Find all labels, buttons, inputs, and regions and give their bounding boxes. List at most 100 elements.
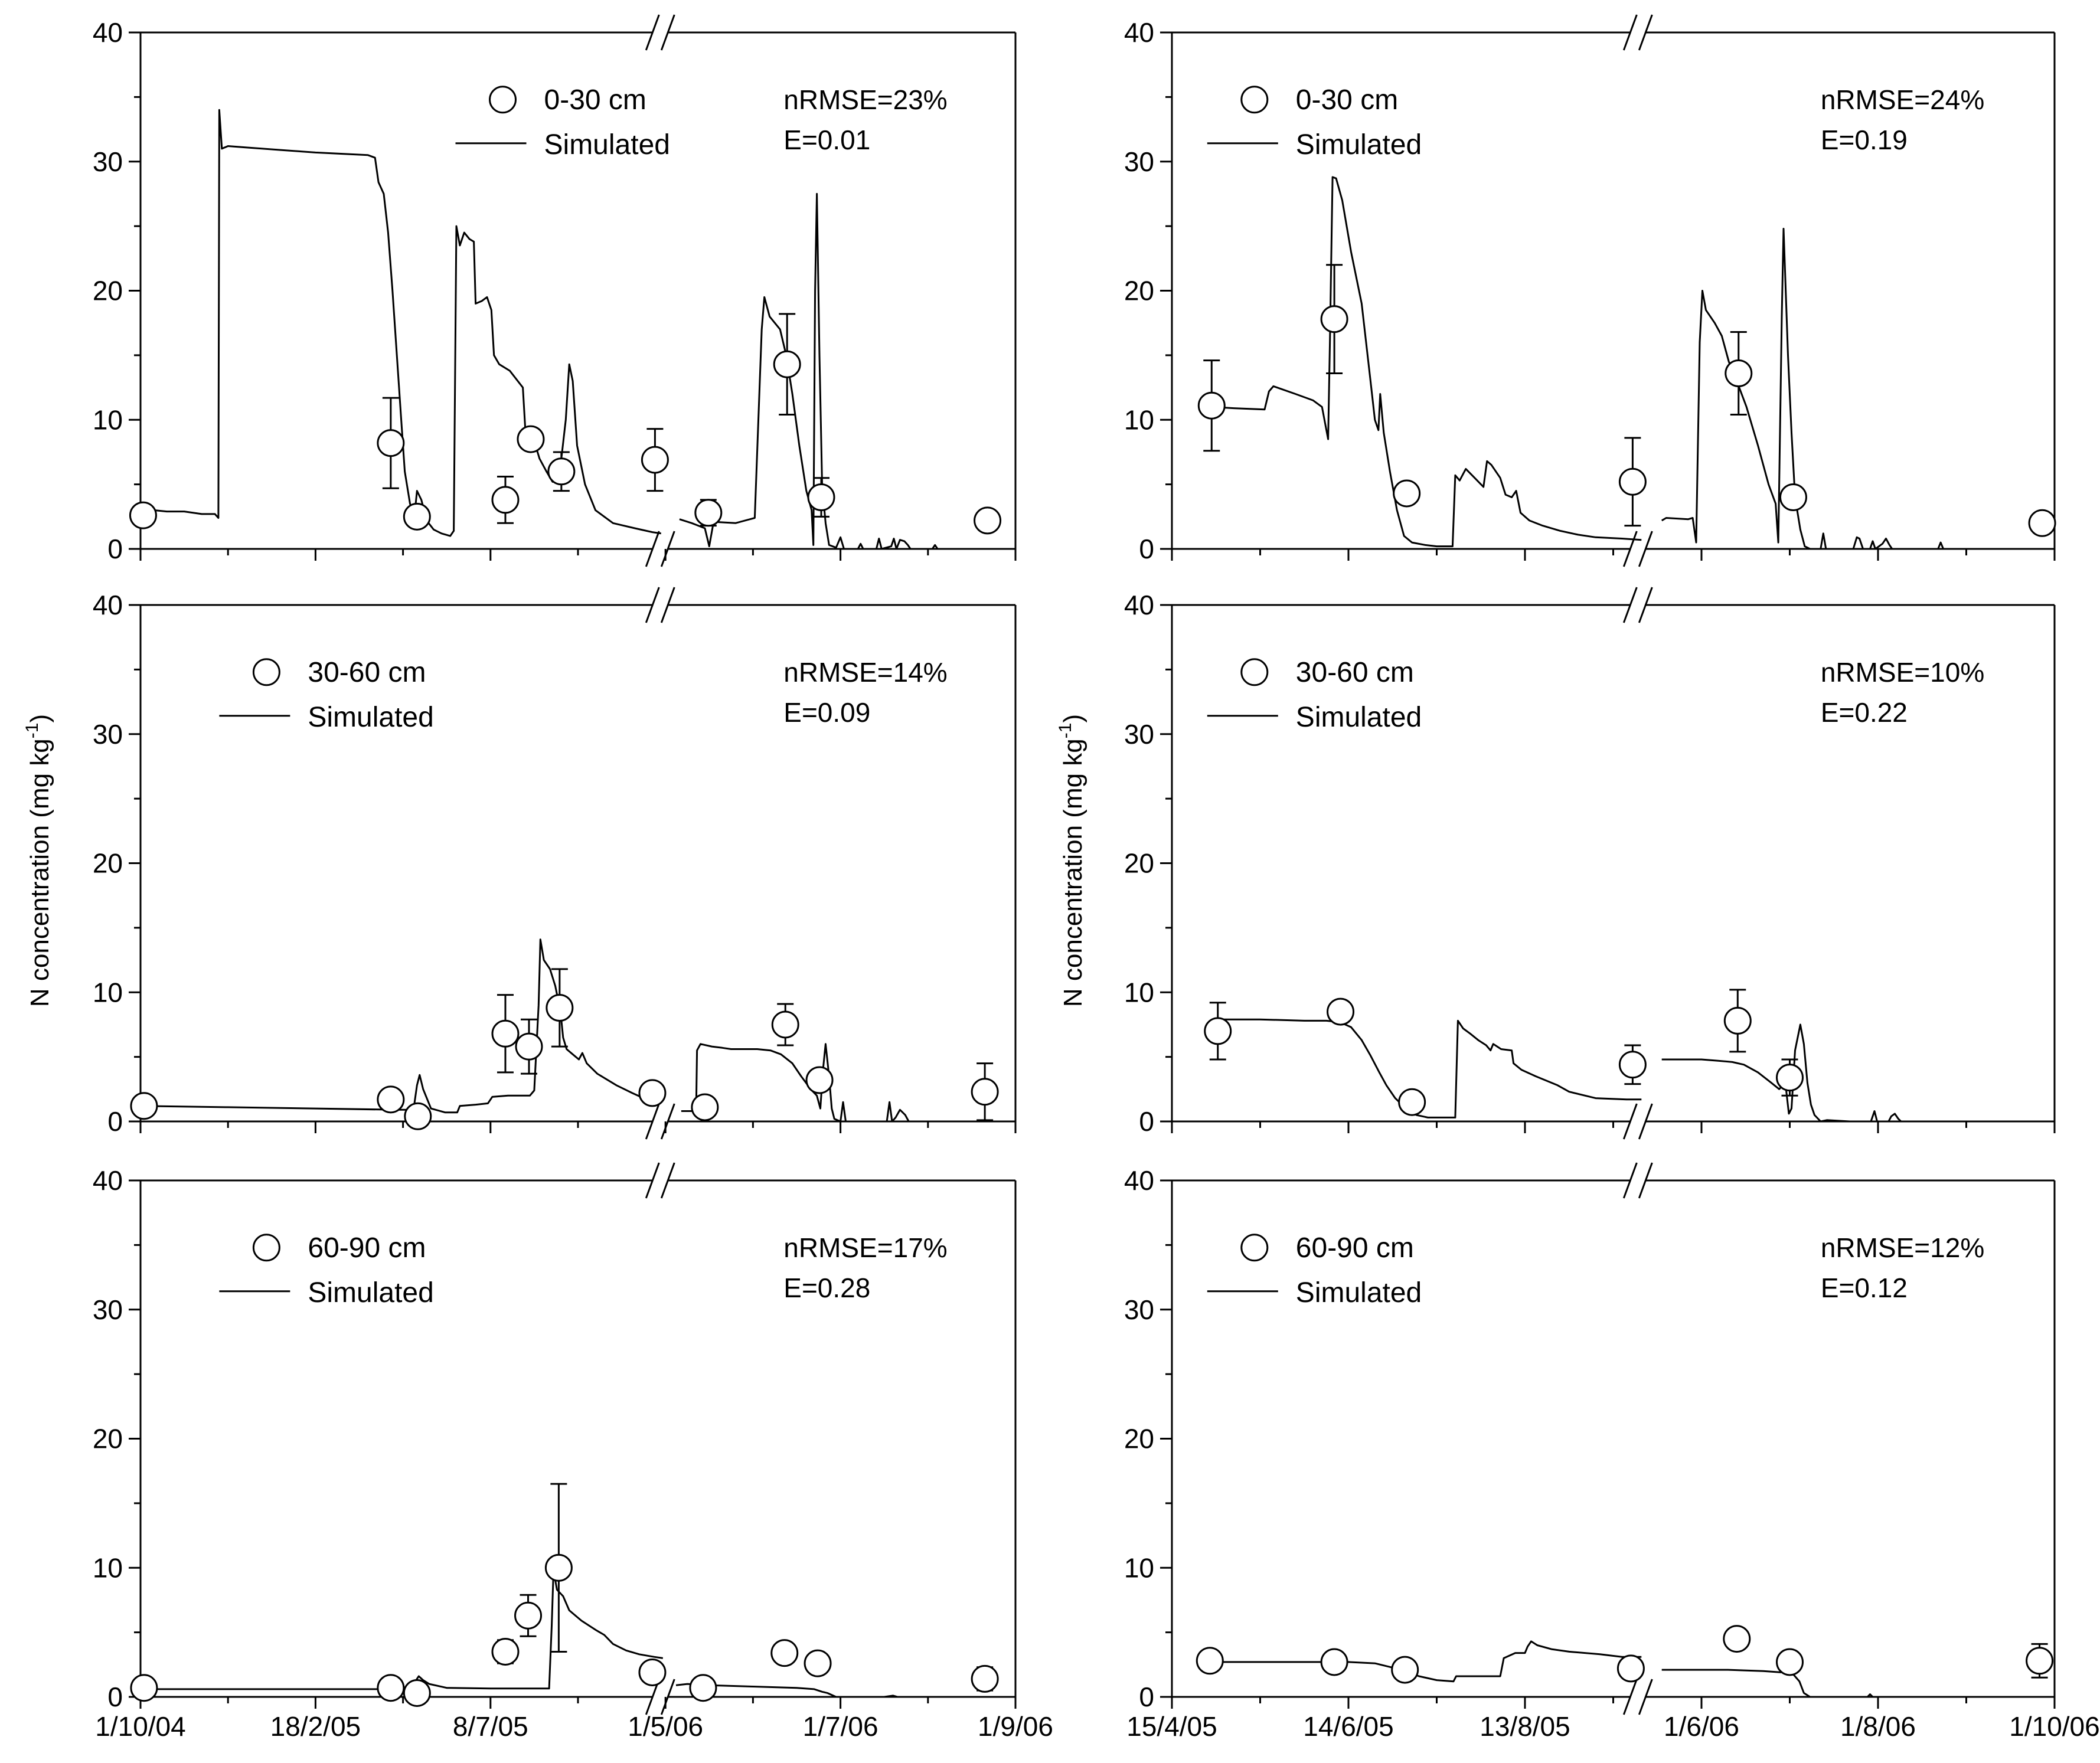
observed-point — [1393, 479, 1421, 508]
observed-point — [544, 1553, 573, 1582]
legend-observed: 0-30 cm — [1296, 84, 1398, 116]
y-tick-label: 10 — [1124, 977, 1154, 1008]
y-tick-label: 30 — [1124, 146, 1154, 177]
y-tick-label: 40 — [93, 590, 123, 620]
observed-point — [638, 1079, 667, 1107]
y-tick-label: 20 — [1124, 1424, 1154, 1454]
observed-point — [971, 1664, 999, 1693]
observed-point — [377, 429, 405, 457]
y-tick-label: 30 — [93, 146, 123, 177]
x-tick-label: 13/8/05 — [1480, 1711, 1570, 1742]
y-tick-label: 10 — [93, 1552, 123, 1583]
observed-point — [547, 457, 576, 486]
observed-point — [403, 1679, 431, 1707]
observed-point — [974, 506, 1002, 535]
y-tick-label: 10 — [1124, 1552, 1154, 1583]
observed-point — [641, 446, 669, 474]
axis-break-mark — [1638, 1103, 1653, 1140]
legend-marker — [1240, 1234, 1269, 1262]
y-tick-label: 20 — [1124, 276, 1154, 306]
simulated-line — [143, 938, 664, 1114]
y-tick-label: 40 — [1124, 17, 1154, 48]
x-tick-label: 15/4/05 — [1126, 1711, 1217, 1742]
observed-point — [2026, 1647, 2054, 1675]
observed-point — [971, 1078, 999, 1106]
x-tick-label: 1/10/04 — [95, 1711, 185, 1742]
axis-break-mark — [1622, 531, 1638, 567]
observed-point — [804, 1649, 832, 1677]
panel-right-2: 0 10 20 30 40 30-60 cm Simulated nRMSE=10% E=0.2… — [1124, 587, 2056, 1140]
axis-break-mark — [660, 587, 675, 623]
observed-point — [1320, 305, 1348, 333]
legend-marker — [1240, 658, 1269, 686]
legend-simulated: Simulated — [1296, 1277, 1422, 1309]
observed-point — [773, 350, 801, 378]
y-axis-label-right: N concentration (mg kg-1) — [1056, 714, 1087, 1007]
y-tick-label: 10 — [93, 404, 123, 435]
panel-right-1: 0 10 20 30 40 0-30 cm Simulated nRMSE=24% E=0.19 — [1124, 14, 2056, 567]
observed-point — [404, 1102, 432, 1130]
axis-break-mark — [645, 14, 660, 51]
observed-point — [130, 1092, 158, 1120]
observed-point — [130, 1674, 158, 1702]
y-tick-label: 0 — [1139, 534, 1154, 564]
simulated-line — [681, 1043, 964, 1123]
observed-point — [515, 1032, 543, 1061]
legend-marker — [252, 1234, 280, 1262]
y-tick-label: 30 — [93, 719, 123, 750]
observed-point — [1196, 1647, 1224, 1675]
legend-marker — [252, 658, 280, 686]
simulated-line — [679, 192, 964, 550]
axis-break-mark — [645, 587, 660, 623]
observed-point — [491, 1637, 520, 1666]
x-tick-label: 1/7/06 — [803, 1711, 878, 1742]
axis-break-mark — [1638, 1679, 1653, 1715]
stat-e: E=0.19 — [1821, 125, 1908, 155]
x-tick-label: 1/5/06 — [628, 1711, 703, 1742]
legend-observed: 0-30 cm — [544, 84, 646, 116]
observed-point — [129, 501, 157, 529]
x-tick-label: 1/9/06 — [978, 1711, 1053, 1742]
stat-e: E=0.28 — [783, 1273, 870, 1303]
observed-point — [1398, 1088, 1426, 1116]
simulated-line — [1661, 1667, 1984, 1698]
observed-point — [491, 486, 520, 514]
y-tick-label: 30 — [1124, 1294, 1154, 1325]
observed-point — [2028, 509, 2056, 537]
y-tick-label: 40 — [93, 1165, 123, 1196]
simulated-line — [1211, 176, 1642, 548]
legend-observed: 30-60 cm — [308, 657, 426, 688]
observed-point — [1723, 1006, 1752, 1035]
axis-break-mark — [1638, 587, 1653, 623]
axis-break-mark — [1638, 1162, 1653, 1199]
x-tick-label: 14/6/05 — [1303, 1711, 1393, 1742]
axis-break-mark — [1638, 14, 1653, 51]
observed-point — [1197, 391, 1226, 420]
stat-nrmse: nRMSE=17% — [783, 1232, 947, 1263]
legend-observed: 30-60 cm — [1296, 657, 1414, 688]
legend-simulated: Simulated — [308, 702, 433, 733]
legend-simulated: Simulated — [308, 1277, 433, 1309]
observed-point — [1320, 1648, 1348, 1676]
axis-break-mark — [645, 1103, 660, 1140]
observed-point — [1616, 1654, 1645, 1683]
stat-nrmse: nRMSE=23% — [783, 84, 947, 115]
observed-point — [1776, 1648, 1804, 1676]
y-tick-label: 20 — [93, 848, 123, 879]
y-tick-label: 10 — [1124, 404, 1154, 435]
observed-point — [1204, 1017, 1232, 1045]
panel-left-1: 0 10 20 30 40 0-30 cm Simulated nRMSE=23% E=0.01 — [93, 14, 1017, 567]
axis-break-mark — [660, 1679, 675, 1715]
axis-break-mark — [645, 531, 660, 567]
observed-point — [1327, 997, 1355, 1026]
stat-e: E=0.01 — [783, 125, 870, 155]
y-tick-label: 0 — [107, 534, 123, 564]
y-tick-label: 20 — [93, 1424, 123, 1454]
observed-point — [546, 994, 574, 1022]
observed-point — [694, 499, 723, 527]
stat-nrmse: nRMSE=12% — [1821, 1232, 1984, 1263]
simulated-line — [148, 109, 662, 537]
legend-simulated: Simulated — [1296, 129, 1422, 161]
legend-marker — [1240, 86, 1269, 114]
